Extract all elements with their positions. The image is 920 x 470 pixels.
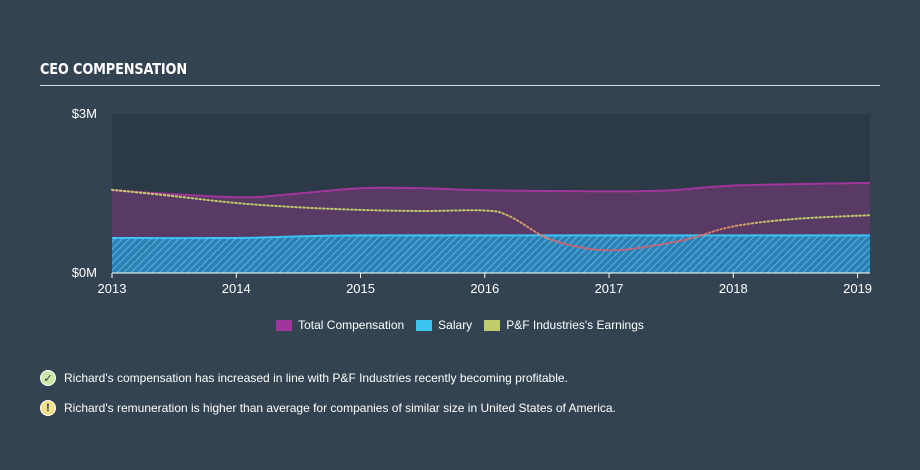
section-title: CEO COMPENSATION: [40, 60, 187, 78]
legend-label: Total Compensation: [298, 318, 405, 332]
total-compensation-line: [111, 181, 871, 199]
title-divider: [40, 85, 880, 86]
chart-legend: Total Compensation Salary P&F Industries…: [0, 318, 920, 332]
notes-list: ✓ Richard's compensation has increased i…: [40, 369, 616, 429]
x-tick-label: 2017: [595, 281, 624, 296]
legend-swatch-total-compensation: [276, 319, 293, 331]
legend-item-total-compensation[interactable]: Total Compensation: [276, 318, 404, 332]
earnings-line: [111, 188, 871, 252]
legend-swatch-earnings: [484, 319, 501, 331]
y-tick-label: $3M: [72, 106, 97, 121]
legend-label: Salary: [438, 318, 473, 332]
legend-item-earnings[interactable]: P&F Industries's Earnings: [484, 318, 644, 332]
warning-icon: !: [40, 400, 56, 416]
legend-item-salary[interactable]: Salary: [416, 318, 472, 332]
salary-area: [112, 235, 870, 273]
x-tick-label: 2019: [843, 281, 872, 296]
check-icon: ✓: [40, 370, 56, 386]
legend-label: P&F Industries's Earnings: [506, 318, 644, 332]
salary-line: [111, 234, 870, 240]
x-tick-label: 2015: [346, 281, 375, 296]
y-tick-label: $0M: [72, 265, 97, 280]
note-text: Richard's remuneration is higher than av…: [64, 401, 616, 415]
compensation-chart: $0M $3M 2013 2014 2015 2016 2017 2018 2019: [72, 106, 872, 296]
x-tick-label: 2014: [222, 281, 251, 296]
legend-swatch-salary: [416, 319, 433, 331]
note-text: Richard's compensation has increased in …: [64, 371, 568, 385]
note-item: ! Richard's remuneration is higher than …: [40, 399, 616, 417]
x-tick-label: 2013: [98, 281, 127, 296]
x-tick-label: 2016: [470, 281, 499, 296]
x-tick-label: 2018: [719, 281, 748, 296]
note-item: ✓ Richard's compensation has increased i…: [40, 369, 616, 387]
